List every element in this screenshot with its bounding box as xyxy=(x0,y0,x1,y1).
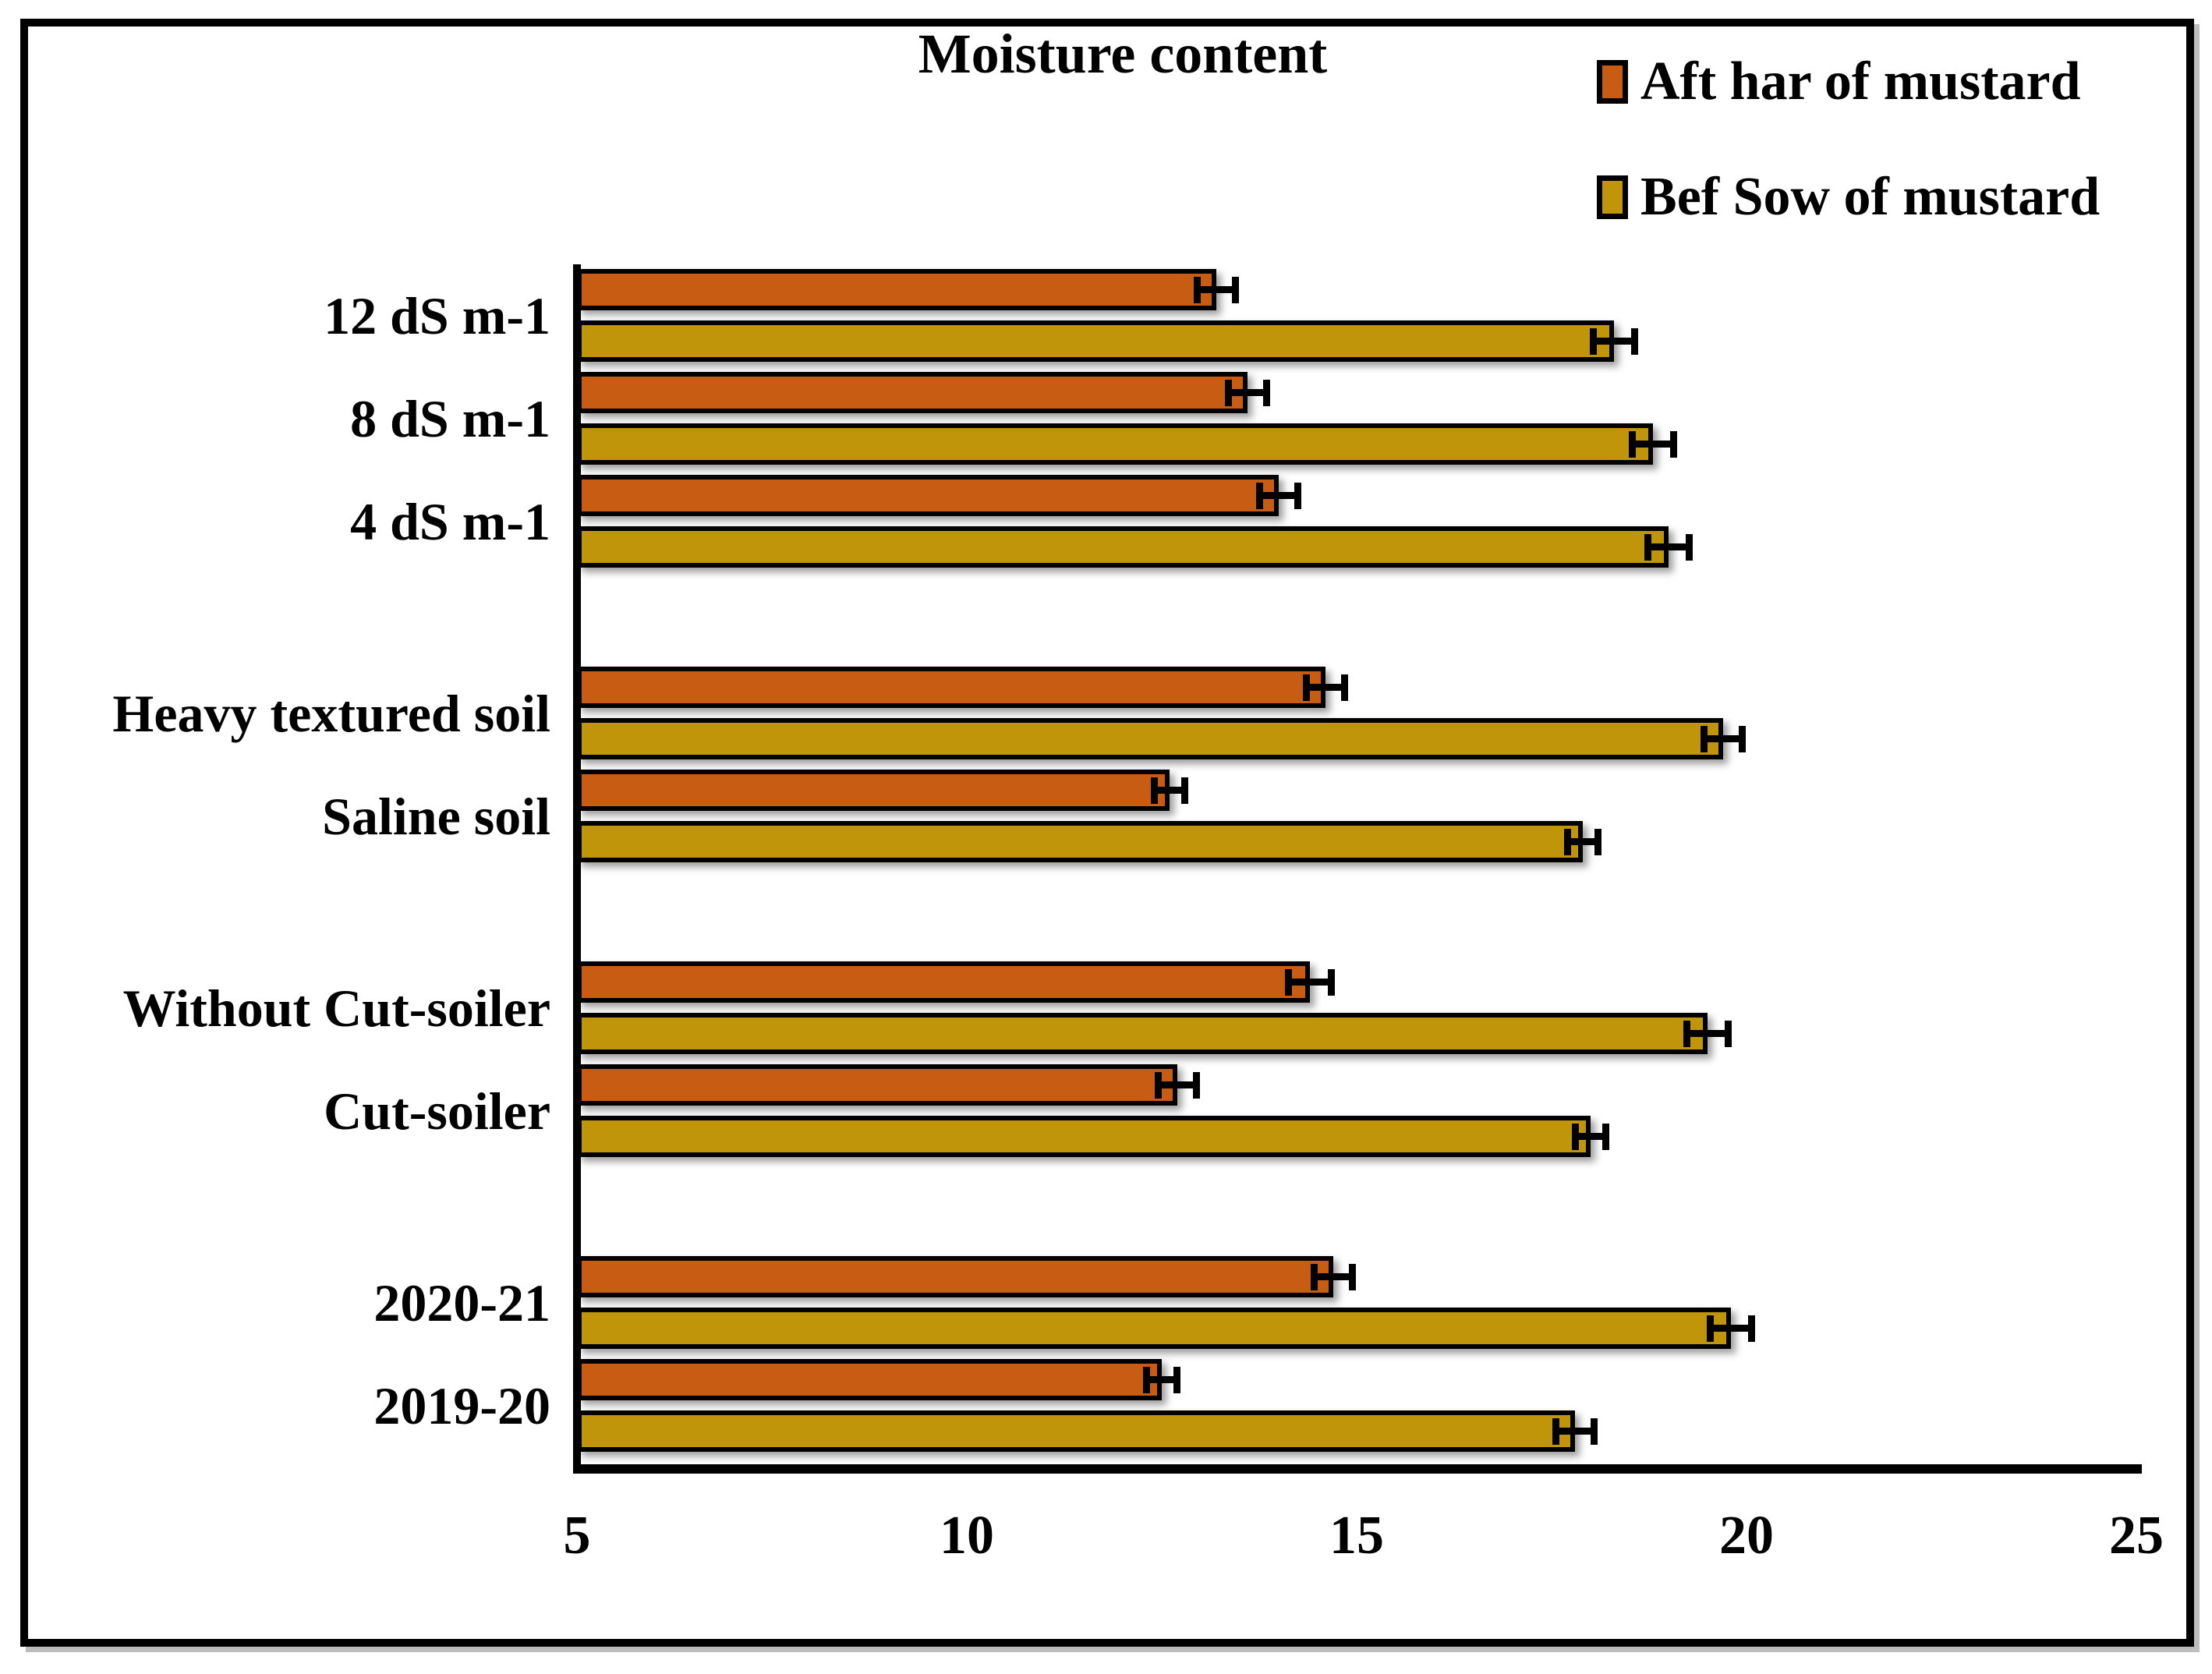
error-bar-line xyxy=(1288,979,1332,986)
bar xyxy=(577,526,1669,568)
category-label: Cut-soiler xyxy=(324,1081,550,1141)
legend-item-bef-sow: Bef Sow of mustard xyxy=(1597,170,2100,225)
bar xyxy=(577,1116,1591,1157)
bar xyxy=(577,1410,1575,1452)
error-bar-cap xyxy=(1341,674,1348,701)
error-bar-line xyxy=(1704,735,1743,742)
error-bar-line xyxy=(1710,1325,1752,1332)
error-bar-cap xyxy=(1591,1418,1598,1445)
error-bar-cap xyxy=(1644,534,1651,561)
error-bar-line xyxy=(1158,1081,1197,1088)
error-bar-line xyxy=(1228,389,1267,396)
error-bar-cap xyxy=(1181,777,1188,804)
legend-label: Aft har of mustard xyxy=(1640,51,2081,111)
category-label: 12 dS m-1 xyxy=(324,286,550,345)
error-bar-cap xyxy=(1739,726,1746,752)
error-bar-cap xyxy=(1294,483,1301,509)
bar xyxy=(577,1013,1708,1054)
bar xyxy=(577,1308,1731,1349)
error-bar-cap xyxy=(1707,1315,1714,1342)
error-bar-cap xyxy=(1193,1072,1200,1099)
category-label: 8 dS m-1 xyxy=(350,389,550,448)
error-bar-cap xyxy=(1349,1264,1356,1290)
bar xyxy=(577,667,1325,708)
error-bar-cap xyxy=(1686,534,1693,561)
error-bar-line xyxy=(1259,492,1298,499)
bar xyxy=(577,269,1216,310)
error-bar-line xyxy=(1154,787,1185,794)
error-bar-cap xyxy=(1151,777,1158,804)
error-bar-cap xyxy=(1143,1367,1150,1393)
error-bar-cap xyxy=(1748,1315,1755,1342)
error-bar-cap xyxy=(1552,1418,1559,1445)
error-bar-cap xyxy=(1572,1124,1579,1150)
error-bar-cap xyxy=(1155,1072,1162,1099)
x-tick-label: 25 xyxy=(2109,1506,2164,1566)
bar xyxy=(577,770,1170,811)
error-bar-cap xyxy=(1701,726,1708,752)
error-bar-line xyxy=(1632,441,1674,448)
error-bar-cap xyxy=(1303,674,1310,701)
category-label: 2019-20 xyxy=(373,1376,550,1435)
bar xyxy=(577,821,1583,862)
bar xyxy=(577,320,1614,362)
bar xyxy=(577,961,1310,1003)
error-bar-cap xyxy=(1683,1021,1690,1047)
legend-label: Bef Sow of mustard xyxy=(1640,167,2101,227)
category-label: Without Cut-soiler xyxy=(122,979,550,1038)
legend-swatch-aft-har xyxy=(1597,60,1628,104)
error-bar-line xyxy=(1575,1133,1606,1140)
error-bar-line xyxy=(1593,338,1635,345)
x-tick-label: 5 xyxy=(563,1506,591,1566)
error-bar-line xyxy=(1314,1273,1353,1280)
error-bar-cap xyxy=(1328,969,1335,996)
error-bar-cap xyxy=(1602,1124,1609,1150)
error-bar-line xyxy=(1567,838,1598,845)
bar xyxy=(577,475,1279,516)
bar xyxy=(577,1359,1162,1400)
bar xyxy=(577,718,1723,759)
error-bar-cap xyxy=(1311,1264,1318,1290)
x-tick-label: 20 xyxy=(1719,1506,1774,1566)
error-bar-cap xyxy=(1232,277,1239,303)
legend-swatch-bef-sow xyxy=(1597,175,1628,219)
error-bar-line xyxy=(1306,684,1345,691)
error-bar-cap xyxy=(1263,380,1270,406)
x-tick-label: 15 xyxy=(1329,1506,1384,1566)
category-label: 2020-21 xyxy=(373,1273,550,1332)
error-bar-line xyxy=(1146,1376,1177,1383)
category-label: Saline soil xyxy=(322,787,550,846)
category-label: 4 dS m-1 xyxy=(350,492,550,551)
error-bar-cap xyxy=(1194,277,1201,303)
error-bar-line xyxy=(1197,286,1236,293)
error-bar-cap xyxy=(1256,483,1263,509)
error-bar-cap xyxy=(1725,1021,1732,1047)
bar xyxy=(577,423,1653,465)
error-bar-cap xyxy=(1225,380,1232,406)
error-bar-cap xyxy=(1564,829,1571,855)
error-bar-line xyxy=(1647,543,1690,550)
x-tick-label: 10 xyxy=(940,1506,994,1566)
bar xyxy=(577,372,1248,413)
category-label: Heavy textured soil xyxy=(112,684,550,743)
error-bar-cap xyxy=(1631,328,1638,355)
error-bar-cap xyxy=(1590,328,1597,355)
error-bar-line xyxy=(1555,1428,1594,1435)
bar xyxy=(577,1256,1333,1297)
error-bar-cap xyxy=(1285,969,1292,996)
legend-item-aft-har: Aft har of mustard xyxy=(1597,55,2081,109)
plot-area: 12 dS m-1 8 dS m-1 4 dS m-1 Heavy textured … xyxy=(112,264,2164,1566)
error-bar-line xyxy=(1686,1030,1729,1037)
x-axis-line xyxy=(573,1464,2142,1474)
bar xyxy=(577,1064,1177,1106)
error-bar-cap xyxy=(1594,829,1601,855)
error-bar-cap xyxy=(1670,431,1677,458)
y-axis-line xyxy=(573,264,581,1474)
error-bar-cap xyxy=(1173,1367,1180,1393)
chart-title: Moisture content xyxy=(918,23,1328,85)
error-bar-cap xyxy=(1629,431,1636,458)
